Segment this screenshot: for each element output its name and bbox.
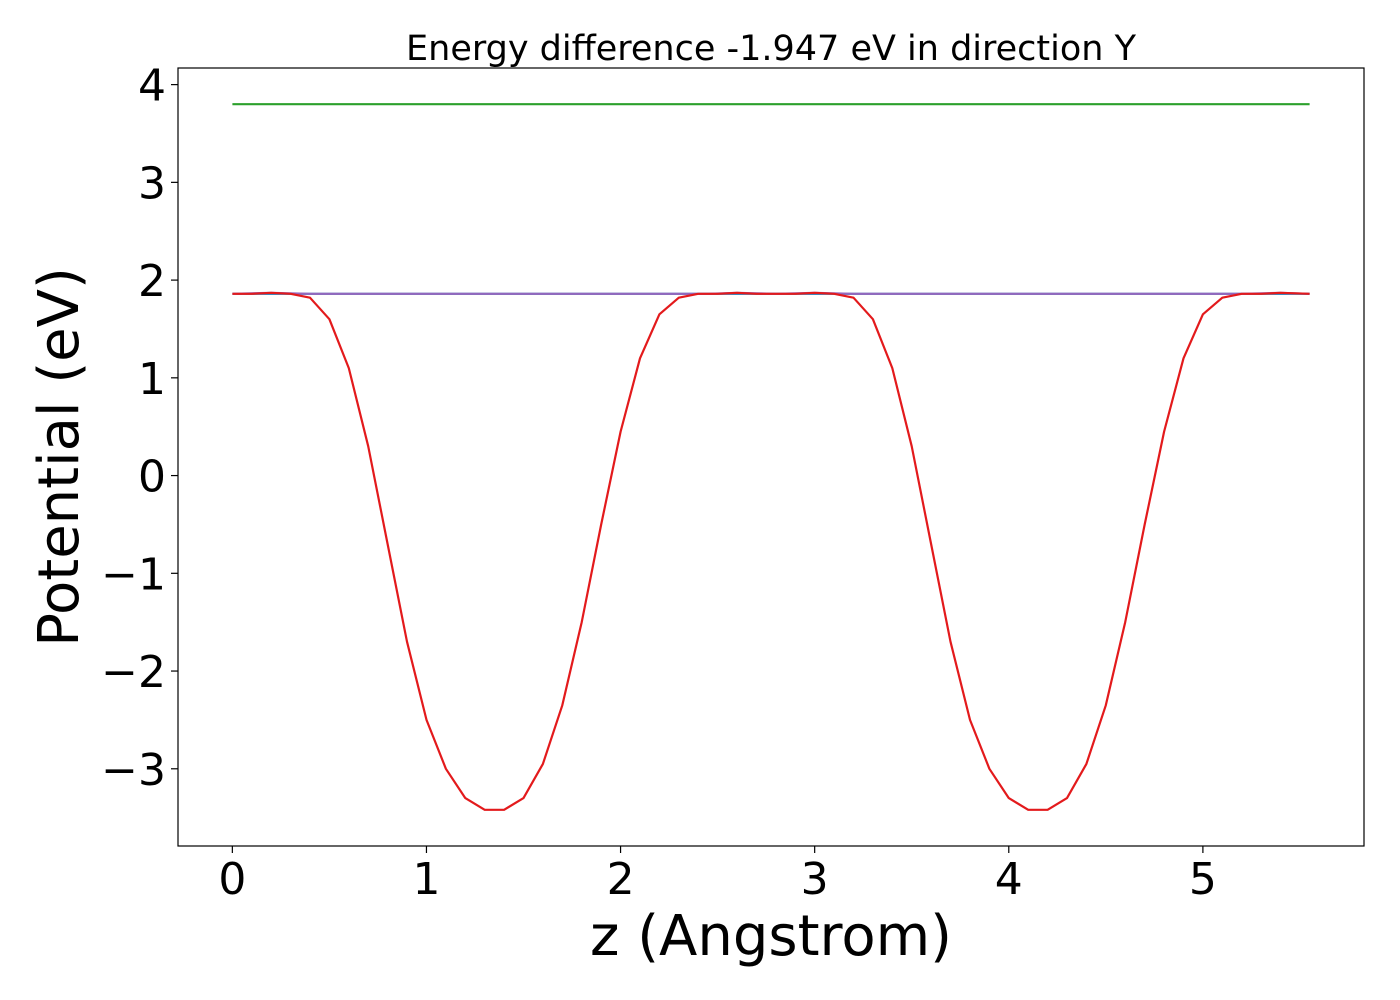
x-axis: 0 1 2 3 4 5 [218,846,1217,905]
y-tick-label: 1 [138,354,166,405]
plot-frame [177,67,1365,847]
x-tick-label: 3 [801,854,829,905]
series-line-4 [232,291,1310,811]
x-tick-label: 2 [607,854,635,905]
y-tick-label: −2 [101,647,166,698]
x-tick-label: 1 [412,854,440,905]
y-tick-label: −1 [101,549,166,600]
x-tick-label: 0 [218,854,246,905]
y-axis: −3 −2 −1 0 1 2 3 4 [101,61,178,796]
x-axis-title: z (Angstrom) [590,904,952,969]
x-tick-label: 4 [995,854,1023,905]
y-tick-label: −3 [101,745,166,796]
x-tick-label: 5 [1189,854,1217,905]
chart-title: Energy difference -1.947 eV in direction… [406,29,1137,69]
y-tick-label: 3 [138,158,166,209]
y-tick-label: 0 [138,452,166,503]
y-axis-title: Potential (eV) [27,267,92,647]
y-tick-label: 2 [138,256,166,307]
series-layer [232,103,1310,811]
y-tick-label: 4 [138,61,166,112]
